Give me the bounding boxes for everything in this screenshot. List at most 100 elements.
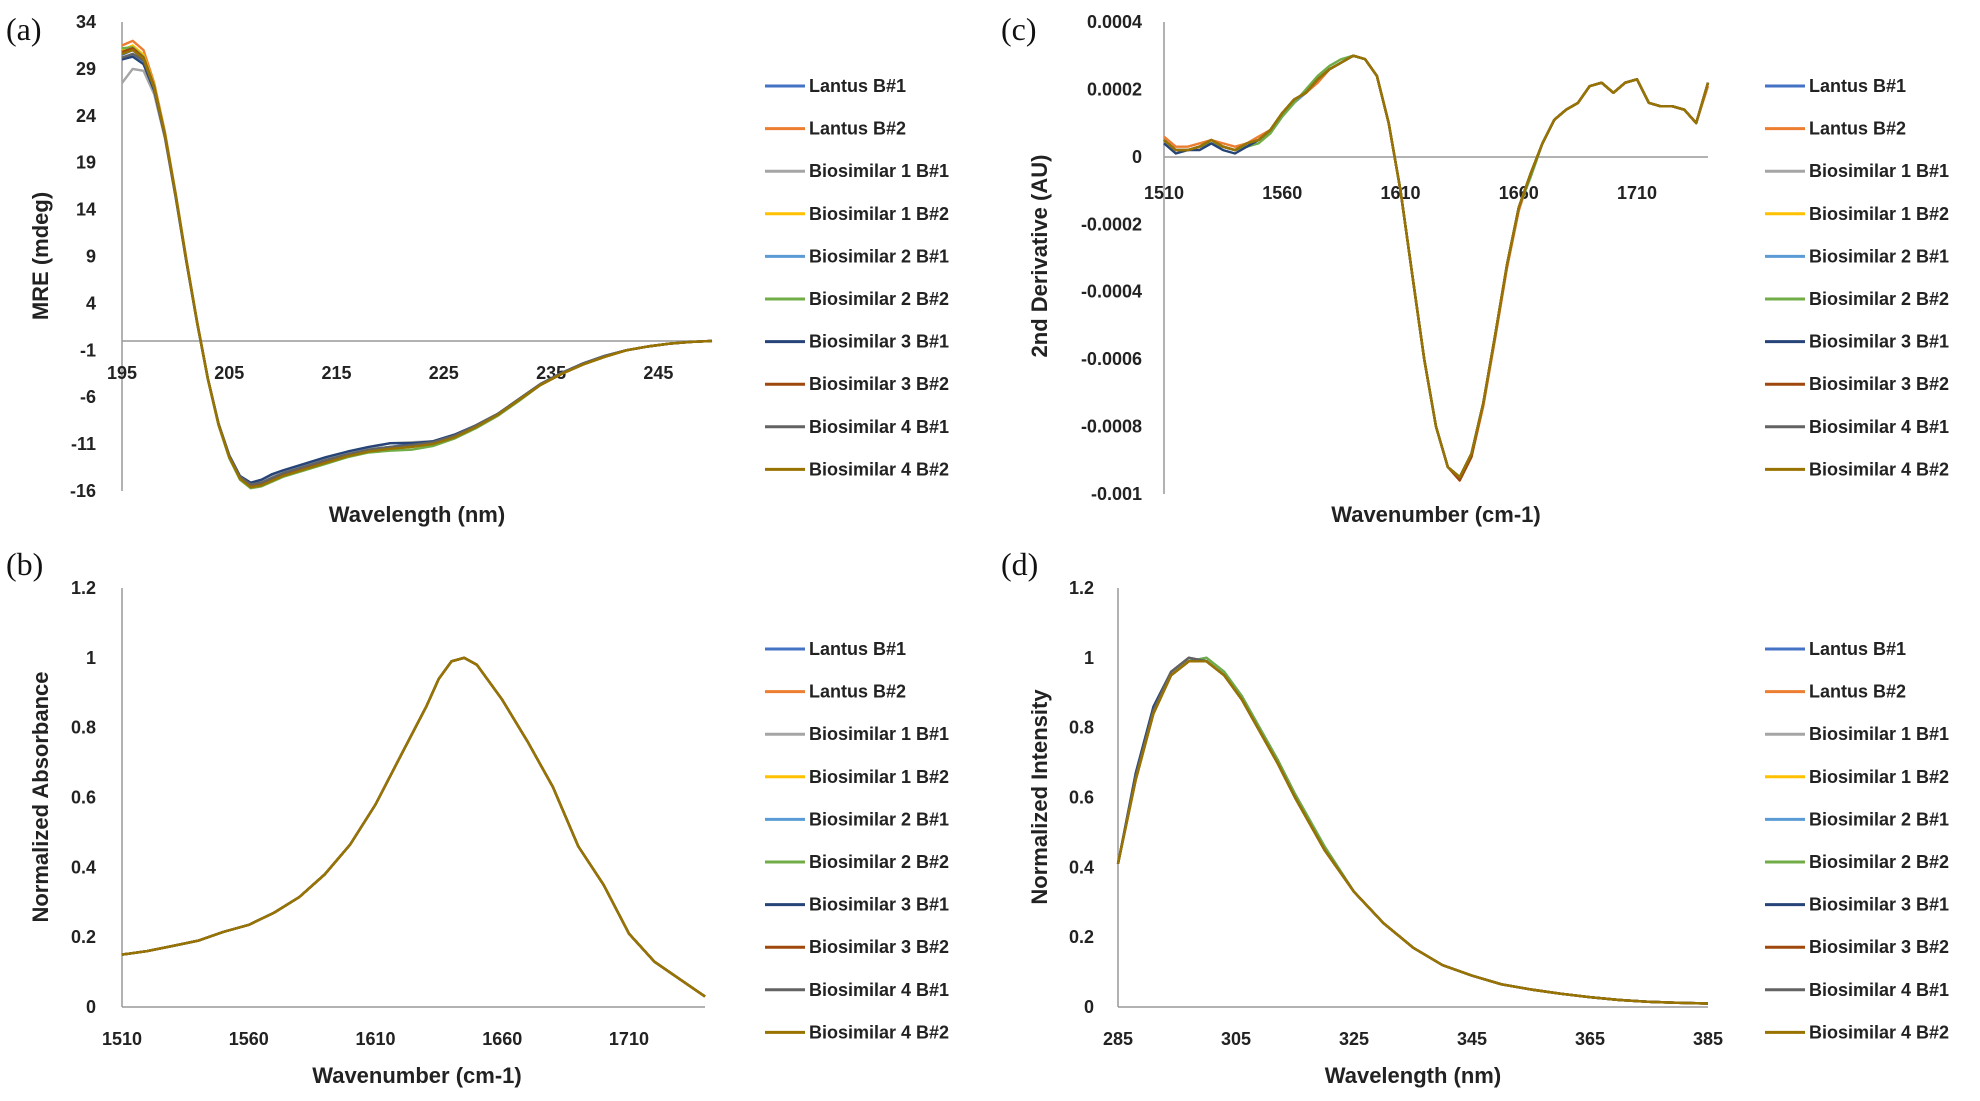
legend-label: Biosimilar 1 B#2	[809, 767, 949, 787]
legend-label: Biosimilar 1 B#2	[809, 204, 949, 224]
legend-label: Lantus B#1	[809, 76, 906, 96]
legend-label: Biosimilar 4 B#2	[809, 459, 949, 479]
y-tick-label: 0	[86, 997, 96, 1017]
legend: Lantus B#1 Lantus B#2 Biosimilar 1 B#1 Bios…	[1765, 639, 1949, 1042]
legend: Lantus B#1 Lantus B#2 Biosimilar 1 B#1 Bios…	[765, 639, 949, 1042]
x-tick-label: 285	[1103, 1029, 1133, 1049]
legend-label: Biosimilar 4 B#2	[1809, 459, 1949, 479]
series-line-biosimilar-4-b-2	[121, 48, 713, 489]
x-tick-label: 205	[214, 363, 244, 383]
legend-item-biosimilar-3-b-2: Biosimilar 3 B#2	[765, 937, 949, 957]
y-axis-title: MRE (mdeg)	[28, 192, 53, 320]
series-line-biosimilar-2-b-2	[121, 656, 706, 998]
legend-item-biosimilar-2-b-1: Biosimilar 2 B#1	[765, 246, 949, 266]
series-line-biosimilar-3-b-1	[121, 55, 713, 484]
series-line-biosimilar-4-b-1	[1163, 54, 1710, 479]
legend-item-biosimilar-2-b-2: Biosimilar 2 B#2	[1765, 289, 1949, 309]
legend-label: Biosimilar 2 B#2	[1809, 852, 1949, 872]
x-tick-label: 325	[1339, 1029, 1369, 1049]
legend-item-lantus-b-2: Lantus B#2	[765, 119, 906, 139]
x-tick-label: 1710	[609, 1029, 649, 1049]
series-line-biosimilar-2-b-1	[121, 656, 706, 998]
y-tick-label: 0.0002	[1087, 79, 1142, 99]
series-line-lantus-b-2	[1116, 660, 1709, 1005]
legend-label: Biosimilar 3 B#1	[809, 895, 949, 915]
legend-item-lantus-b-2: Lantus B#2	[1765, 682, 1906, 702]
y-axis-title: 2nd Derivative (AU)	[1027, 155, 1052, 358]
series-line-biosimilar-1-b-2	[1163, 54, 1710, 479]
legend-item-biosimilar-4-b-1: Biosimilar 4 B#1	[765, 980, 949, 1000]
legend-label: Biosimilar 1 B#1	[1809, 161, 1949, 181]
series-line-biosimilar-2-b-2	[121, 46, 713, 490]
y-tick-label: 1.2	[71, 578, 96, 598]
chart-panel-d: (d) 0 0.2 0.4 0.6 0.8 1 1.2 285 305 325 345 365 385 Wa…	[1001, 546, 1949, 1088]
series-line-biosimilar-4-b-1	[121, 656, 706, 998]
series-line-biosimilar-1-b-1	[121, 656, 706, 998]
legend-label: Biosimilar 2 B#2	[809, 289, 949, 309]
series-line-biosimilar-3-b-2	[1163, 54, 1710, 482]
chart-panel-a: (a) 34 29 24 19 14 9 4 -1 -6 -11 -16 195 205 215 225 235…	[6, 11, 949, 527]
legend-label: Biosimilar 3 B#1	[809, 332, 949, 352]
legend-item-biosimilar-4-b-2: Biosimilar 4 B#2	[1765, 459, 1949, 479]
legend-label: Lantus B#2	[809, 119, 906, 139]
y-tick-label: 0.8	[1069, 718, 1094, 738]
y-axis-title: Normalized Intensity	[1027, 689, 1052, 905]
legend-item-lantus-b-1: Lantus B#1	[1765, 76, 1906, 96]
series-line-lantus-b-2	[1163, 54, 1710, 482]
x-tick-label: 1610	[355, 1029, 395, 1049]
series-line-lantus-b-1	[121, 48, 713, 486]
y-tick-label: 0.6	[71, 788, 96, 808]
series-line-biosimilar-1-b-2	[121, 44, 713, 488]
x-tick-label: 215	[322, 363, 352, 383]
y-tick-label: -0.001	[1091, 484, 1142, 504]
y-tick-label: -6	[80, 387, 96, 407]
y-tick-label: -0.0006	[1081, 349, 1142, 369]
legend-item-biosimilar-4-b-1: Biosimilar 4 B#1	[1765, 417, 1949, 437]
legend-label: Biosimilar 4 B#1	[809, 417, 949, 437]
series-line-lantus-b-2	[121, 39, 713, 489]
legend-item-biosimilar-2-b-2: Biosimilar 2 B#2	[765, 289, 949, 309]
series-line-biosimilar-3-b-2	[121, 47, 713, 488]
legend-label: Biosimilar 2 B#1	[1809, 809, 1949, 829]
x-axis-title: Wavelength (nm)	[1325, 1063, 1501, 1088]
y-tick-label: 24	[76, 106, 96, 126]
y-tick-label: -1	[80, 340, 96, 360]
series-line-biosimilar-2-b-2	[1163, 54, 1710, 479]
legend-item-lantus-b-2: Lantus B#2	[1765, 119, 1906, 139]
panel-label: (a)	[6, 11, 42, 47]
y-tick-label: 14	[76, 200, 96, 220]
series-line-biosimilar-3-b-2	[121, 656, 706, 998]
legend-label: Biosimilar 3 B#1	[1809, 332, 1949, 352]
legend-item-lantus-b-2: Lantus B#2	[765, 682, 906, 702]
y-tick-label: 1	[1084, 648, 1094, 668]
legend-item-biosimilar-1-b-1: Biosimilar 1 B#1	[765, 724, 949, 744]
legend-label: Lantus B#2	[1809, 682, 1906, 702]
legend-label: Biosimilar 3 B#2	[809, 937, 949, 957]
legend: Lantus B#1 Lantus B#2 Biosimilar 1 B#1 Bios…	[765, 76, 949, 479]
legend-label: Biosimilar 4 B#2	[1809, 1022, 1949, 1042]
legend-item-biosimilar-3-b-1: Biosimilar 3 B#1	[1765, 332, 1949, 352]
legend-label: Biosimilar 3 B#1	[1809, 895, 1949, 915]
legend-item-biosimilar-1-b-1: Biosimilar 1 B#1	[1765, 161, 1949, 181]
legend-item-biosimilar-3-b-1: Biosimilar 3 B#1	[765, 332, 949, 352]
legend-item-biosimilar-2-b-1: Biosimilar 2 B#1	[1765, 809, 1949, 829]
legend-item-biosimilar-1-b-2: Biosimilar 1 B#2	[1765, 204, 1949, 224]
legend-label: Biosimilar 2 B#1	[809, 246, 949, 266]
series-line-biosimilar-2-b-1	[1116, 656, 1709, 1005]
series-line-biosimilar-1-b-2	[121, 656, 706, 998]
legend-label: Biosimilar 4 B#1	[1809, 980, 1949, 1000]
y-tick-label: 0.8	[71, 718, 96, 738]
legend-item-lantus-b-1: Lantus B#1	[1765, 639, 1906, 659]
y-tick-label: -11	[71, 434, 96, 454]
legend-item-biosimilar-1-b-2: Biosimilar 1 B#2	[765, 204, 949, 224]
legend-label: Biosimilar 4 B#1	[1809, 417, 1949, 437]
y-tick-label: 1	[86, 648, 96, 668]
legend: Lantus B#1 Lantus B#2 Biosimilar 1 B#1 Bios…	[1765, 76, 1949, 479]
legend-label: Lantus B#1	[1809, 76, 1906, 96]
legend-label: Biosimilar 3 B#2	[1809, 374, 1949, 394]
legend-label: Biosimilar 1 B#1	[1809, 724, 1949, 744]
y-tick-label: 0.4	[71, 857, 96, 877]
legend-label: Biosimilar 1 B#1	[809, 724, 949, 744]
legend-label: Lantus B#2	[809, 682, 906, 702]
